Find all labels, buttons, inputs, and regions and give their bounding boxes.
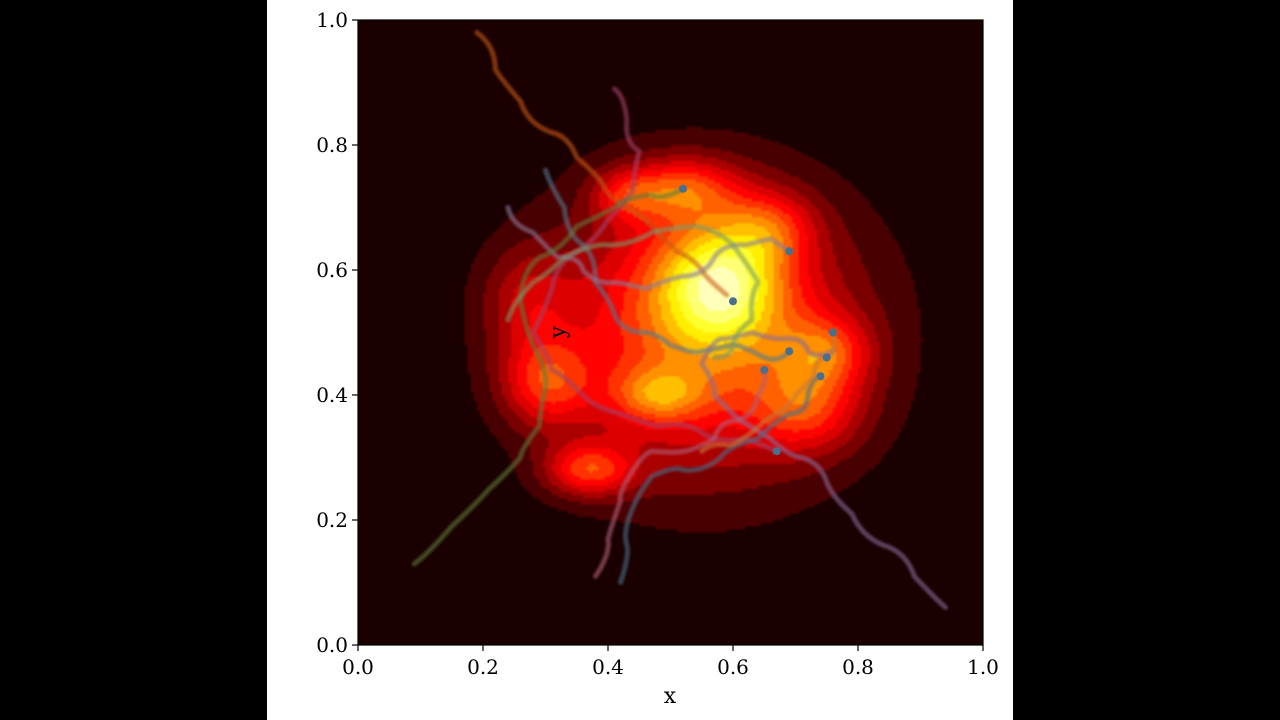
trajectory-end-marker	[785, 247, 794, 256]
density-heatmap	[358, 20, 983, 645]
trajectory-end-marker	[785, 347, 794, 356]
end-marker-layer	[679, 184, 837, 456]
trajectory-end-marker	[772, 447, 781, 456]
heatmap-chart: 0.0 0.2 0.4 0.6 0.8 1.0 0.00.20.40.60.81.0 x …	[316, 8, 999, 709]
x-axis-label: x	[664, 684, 677, 709]
x-tick-label: 0.0	[342, 655, 374, 679]
x-tick-label: 0.8	[842, 655, 874, 679]
x-tick-label: 0.2	[467, 655, 499, 679]
y-tick-label: 0.8	[316, 133, 348, 157]
trajectory-end-marker	[829, 328, 837, 337]
trajectory-line	[411, 186, 686, 567]
y-axis-label: y	[546, 325, 571, 339]
trajectory-layer	[411, 30, 948, 610]
x-tick-label: 1.0	[967, 655, 999, 679]
trajectory-line	[543, 167, 792, 362]
trajectory-line	[505, 223, 761, 361]
trajectory-line	[530, 86, 780, 454]
y-axis-ticks: 0.0 0.2 0.4 0.6 0.8 1.0	[316, 8, 358, 657]
x-tick-label: 0.6	[717, 655, 749, 679]
trajectory-end-marker	[816, 372, 825, 381]
y-tick-label: 1.0	[316, 8, 348, 32]
trajectory-line	[474, 30, 730, 298]
figure-canvas: 0.0 0.2 0.4 0.6 0.8 1.0 0.0 0.2 0.4 0.6 0.8 1.0 x …	[267, 0, 1013, 720]
plot-area	[357, 19, 984, 646]
trajectory-end-marker	[729, 297, 737, 306]
trajectory-line	[618, 373, 823, 585]
trajectory-line	[593, 367, 768, 579]
plot-frame	[357, 19, 984, 646]
trajectory-end-marker	[679, 184, 687, 193]
x-axis-ticks: 0.0 0.2 0.4 0.6 0.8 1.0	[342, 645, 999, 679]
trajectory-end-marker	[760, 366, 769, 374]
y-tick-label: 0.6	[316, 258, 348, 282]
x-tick-label: 0.4	[592, 655, 624, 679]
y-tick-label: 0.0	[316, 633, 348, 657]
y-tick-label: 0.4	[316, 383, 348, 407]
trajectory-end-marker	[822, 353, 831, 362]
y-tick-label: 0.2	[316, 508, 348, 532]
